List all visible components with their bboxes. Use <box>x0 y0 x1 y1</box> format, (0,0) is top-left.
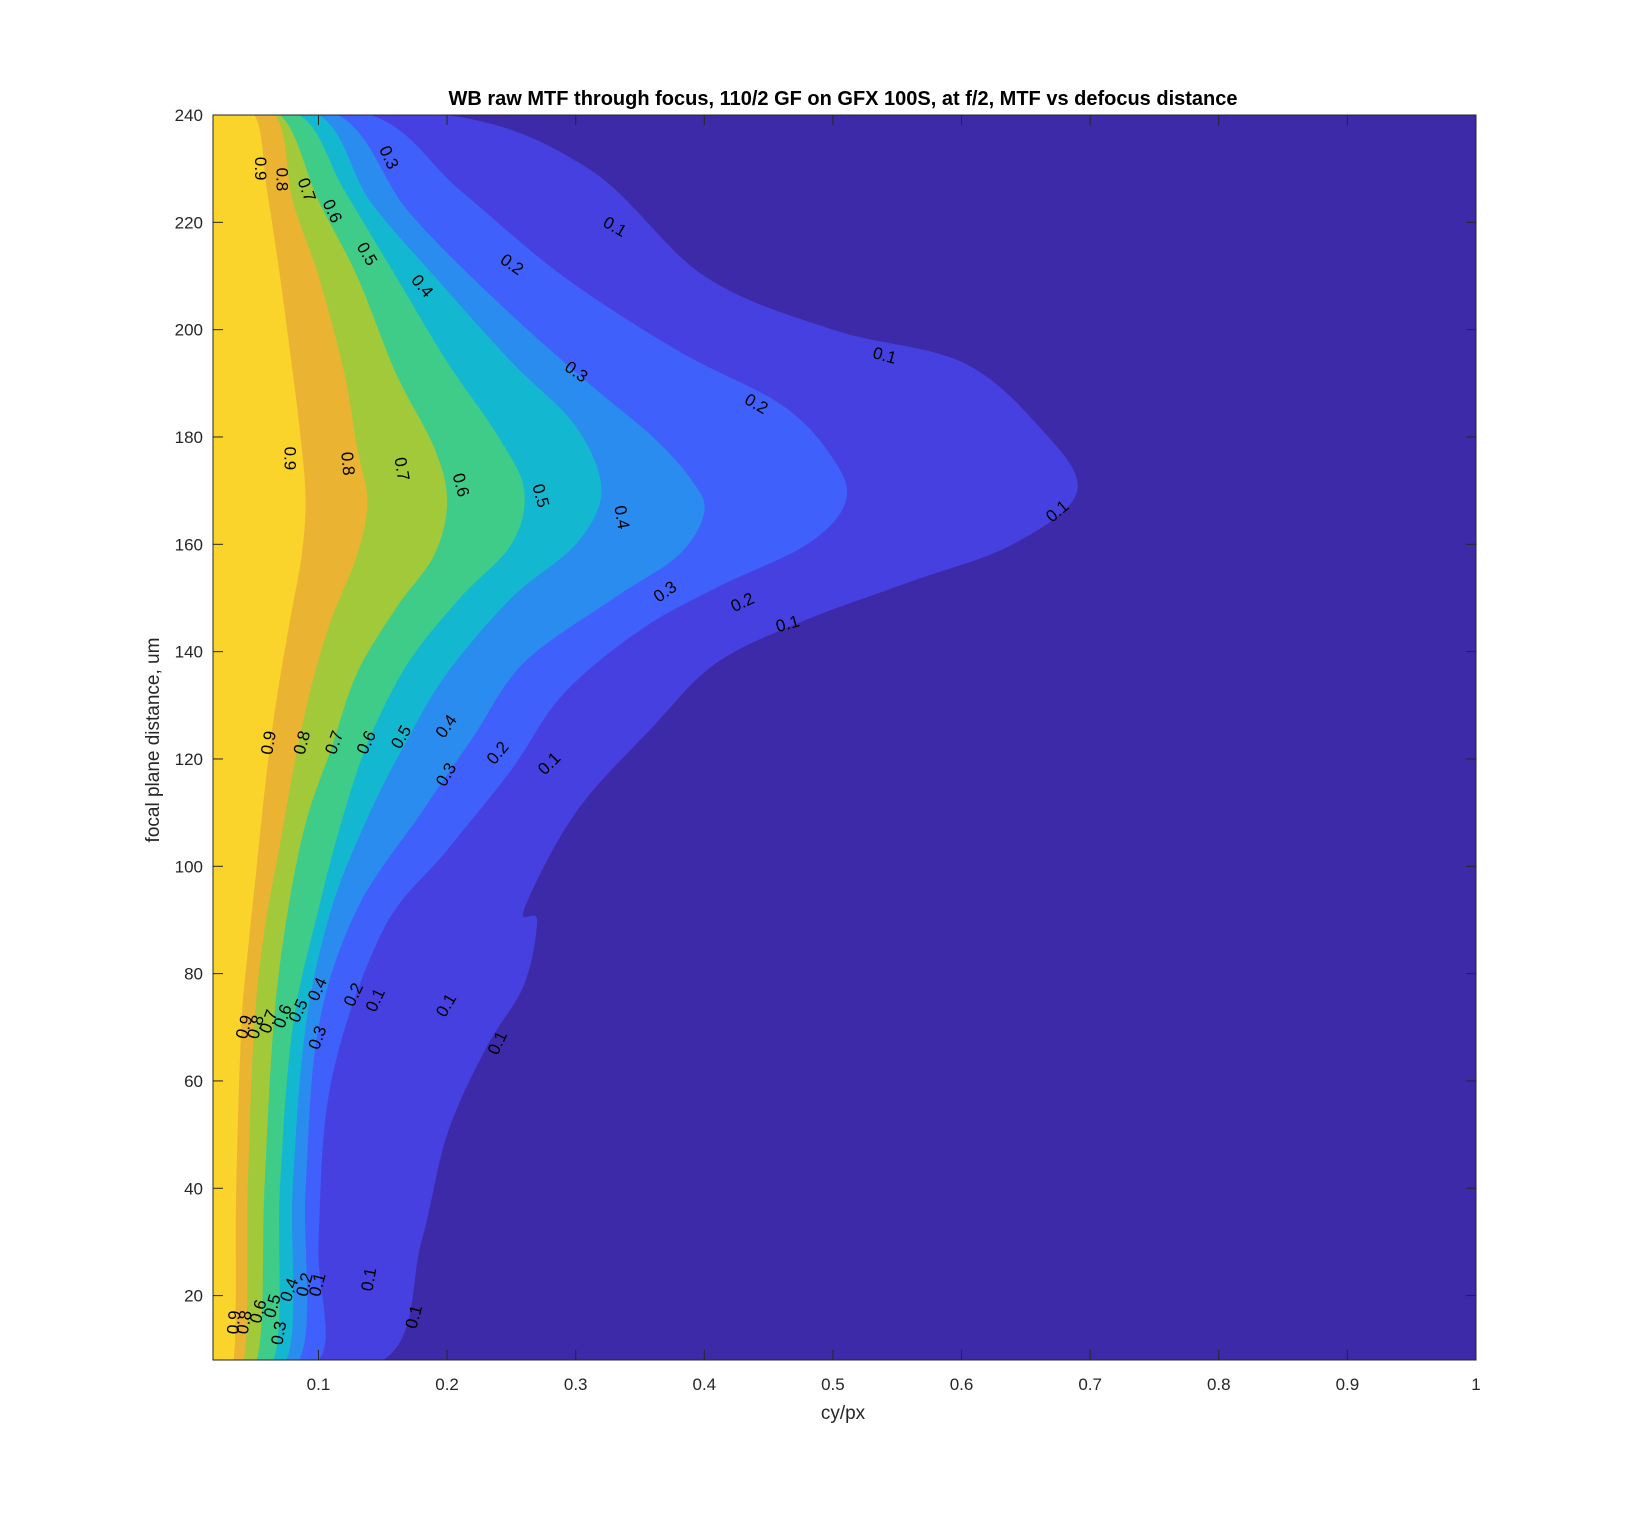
y-tick-label: 200 <box>175 321 203 340</box>
contour-label: 0.8 <box>233 1309 256 1336</box>
axes-box <box>212 114 1477 1361</box>
contour-label: 0.7 <box>390 456 413 483</box>
contour-label: 0.9 <box>251 157 270 181</box>
y-tick-label: 60 <box>184 1072 203 1091</box>
contour-label: 0.9 <box>257 729 280 756</box>
x-tick-label: 0.1 <box>307 1375 331 1394</box>
y-tick-label: 20 <box>184 1287 203 1306</box>
y-tick-label: 180 <box>175 428 203 447</box>
x-tick-label: 0.5 <box>821 1375 845 1394</box>
y-tick-label: 240 <box>175 106 203 125</box>
contour-label: 0.9 <box>280 447 299 471</box>
y-tick-label: 140 <box>175 643 203 662</box>
x-tick-label: 0.4 <box>692 1375 716 1394</box>
x-tick-label: 1 <box>1471 1375 1480 1394</box>
contour-label: 0.9 <box>223 1310 244 1335</box>
contour-label: 0.3 <box>267 1320 290 1347</box>
contour-label: 0.1 <box>357 1266 380 1293</box>
y-tick-label: 120 <box>175 750 203 769</box>
plot-area <box>213 115 1476 1360</box>
x-tick-label: 0.6 <box>950 1375 974 1394</box>
x-tick-label: 0.7 <box>1078 1375 1102 1394</box>
y-axis-label: focal plane distance, um <box>143 638 164 843</box>
y-axis-ticks: 20 40 60 80 100 120 140 160 180 200 220 240 <box>175 106 1476 1306</box>
y-tick-label: 100 <box>175 857 203 876</box>
chart-title: WB raw MTF through focus, 110/2 GF on GF… <box>448 88 1237 110</box>
x-axis-ticks: 0.1 0.2 0.3 0.4 0.5 0.6 0.7 0.8 0.9 1 <box>307 115 1481 1394</box>
x-tick-label: 0.9 <box>1336 1375 1360 1394</box>
y-tick-label: 220 <box>175 213 203 232</box>
x-tick-label: 0.8 <box>1207 1375 1231 1394</box>
x-tick-label: 0.2 <box>435 1375 459 1394</box>
y-tick-label: 40 <box>184 1179 203 1198</box>
contour-region-0-8 <box>213 115 306 1360</box>
x-axis-label: cy/px <box>821 1403 866 1424</box>
y-tick-label: 80 <box>184 965 203 984</box>
contour-label: 0.4 <box>610 504 633 531</box>
x-tick-label: 0.3 <box>564 1375 588 1394</box>
contour-label: 0.8 <box>273 168 292 192</box>
contour-label: 0.8 <box>337 451 358 476</box>
y-tick-label: 160 <box>175 535 203 554</box>
